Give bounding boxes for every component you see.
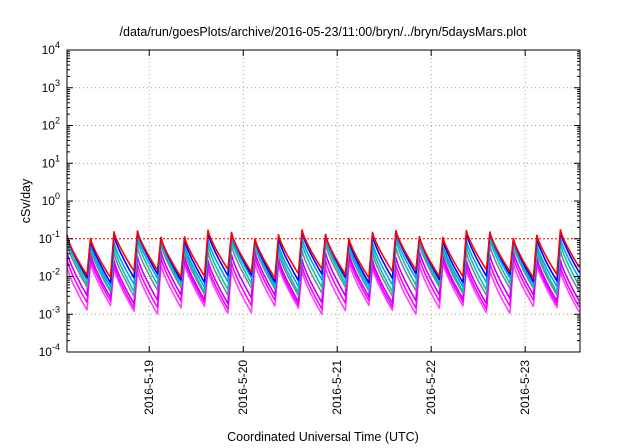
series-line xyxy=(66,229,580,279)
y-tick-label: 101 xyxy=(42,153,60,170)
x-tick-label: 2016-5-19 xyxy=(142,360,156,415)
y-tick-label: 104 xyxy=(42,40,60,57)
series-line xyxy=(66,256,580,310)
y-tick-label: 10-2 xyxy=(39,267,60,284)
x-tick-label: 2016-5-21 xyxy=(330,360,344,415)
y-tick-label: 10-1 xyxy=(39,229,60,246)
series-line xyxy=(66,235,580,288)
series-line xyxy=(66,261,580,316)
x-axis: 2016-5-19 2016-5-20 2016-5-21 2016-5-22 2016… xyxy=(142,50,532,415)
y-axis: 10-4 10-3 10-2 10-1 100 101 102 103 104 xyxy=(39,40,580,359)
y-tick-label: 10-4 xyxy=(39,342,60,359)
y-tick-label: 10-3 xyxy=(39,304,60,321)
y-tick-label: 100 xyxy=(42,191,60,208)
series-line xyxy=(66,250,581,305)
chart-title: /data/run/goesPlots/archive/2016-05-23/1… xyxy=(120,25,527,39)
x-tick-label: 2016-5-22 xyxy=(424,360,438,415)
x-axis-title: Coordinated Universal Time (UTC) xyxy=(227,430,419,444)
series-line xyxy=(66,243,581,297)
y-axis-title: cSv/day xyxy=(19,178,33,223)
y-tick-label: 102 xyxy=(42,116,60,133)
series-line xyxy=(66,238,581,294)
grid-layer xyxy=(67,50,580,352)
y-tick-label: 103 xyxy=(42,78,60,95)
x-tick-label: 2016-5-23 xyxy=(518,360,532,415)
x-tick-label: 2016-5-20 xyxy=(236,360,250,415)
series-layer xyxy=(66,229,581,316)
